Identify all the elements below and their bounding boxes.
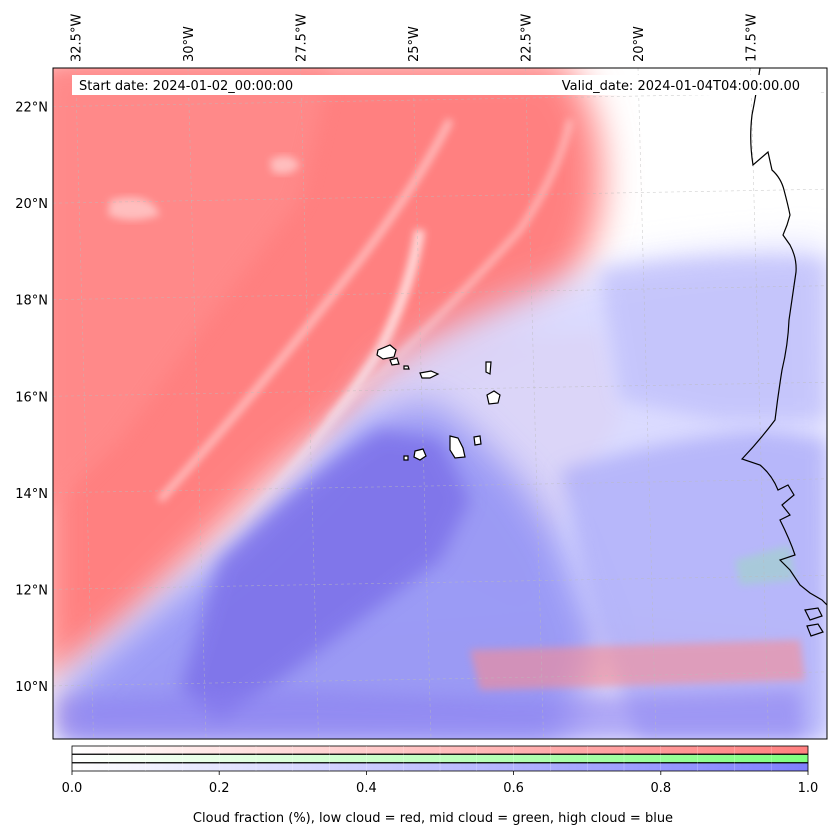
island-boa-vista xyxy=(486,390,501,405)
island-fogo xyxy=(413,448,427,461)
header-band: Start date: 2024-01-02_00:00:00 Valid_da… xyxy=(72,75,818,95)
colorbar-tick-label: 1.0 xyxy=(798,781,819,796)
island-sao-nicolau xyxy=(419,370,440,379)
lat-tick-label: 12°N xyxy=(15,583,48,598)
map-frame xyxy=(52,67,828,740)
lat-tick-label: 14°N xyxy=(15,487,48,502)
colorbar-tick-label: 0.4 xyxy=(356,781,377,796)
lon-tick-label: 22.5°W xyxy=(520,14,535,62)
longitude-tick-labels: 32.5°W 30°W 27.5°W 25°W 22.5°W 20°W 17.5°W xyxy=(70,14,760,62)
lon-tick-label: 30°W xyxy=(182,26,197,62)
colorbar-tick-label: 0.2 xyxy=(209,781,230,796)
valid-date-label: Valid_date: 2024-01-04T04:00:00.00 xyxy=(562,79,800,94)
island-sao-vicente xyxy=(389,357,400,366)
lon-tick-label: 20°W xyxy=(632,26,647,62)
meridian-line xyxy=(75,68,94,739)
mid-cloud-layer xyxy=(735,545,795,585)
lat-tick-label: 20°N xyxy=(15,197,48,212)
island-santa-luzia xyxy=(403,365,410,370)
meridian-line xyxy=(525,68,544,739)
lon-tick-label: 25°W xyxy=(407,26,422,62)
meridian-line xyxy=(637,68,657,739)
meridian-line xyxy=(412,68,432,739)
lon-tick-label: 32.5°W xyxy=(70,14,85,62)
meridian-line xyxy=(750,68,769,739)
colorbar-tick-label: 0.6 xyxy=(503,781,524,796)
bissagos-islands xyxy=(804,607,824,637)
african-coastline xyxy=(740,68,827,606)
graticule xyxy=(53,68,827,739)
meridian-line xyxy=(300,68,319,739)
island-santiago xyxy=(449,435,466,459)
meridian-line xyxy=(187,68,207,739)
island-maio xyxy=(473,435,482,446)
latitude-tick-labels: 10°N 12°N 14°N 16°N 18°N 20°N 22°N xyxy=(15,101,48,695)
lat-tick-label: 22°N xyxy=(15,101,48,116)
island-sal xyxy=(485,361,492,375)
lat-tick-label: 18°N xyxy=(15,294,48,309)
lon-tick-label: 17.5°W xyxy=(745,14,760,62)
map-panel: Start date: 2024-01-02_00:00:00 Valid_da… xyxy=(53,68,827,739)
high-cloud-layer xyxy=(60,245,827,739)
lat-tick-label: 16°N xyxy=(15,390,48,405)
start-date-label: Start date: 2024-01-02_00:00:00 xyxy=(79,79,293,94)
colorbar-label: Cloud fraction (%), low cloud = red, mid… xyxy=(193,811,673,826)
colorbar: 0.0 0.2 0.4 0.6 0.8 1.0 Cloud fraction (%), l… xyxy=(62,745,819,826)
island-santo-antao xyxy=(376,344,397,360)
cape-verde-islands xyxy=(376,344,501,461)
colorbar-tick-label: 0.0 xyxy=(62,781,83,796)
colorbar-tick-label: 0.8 xyxy=(650,781,671,796)
colorbar-ticks: 0.0 0.2 0.4 0.6 0.8 1.0 xyxy=(62,746,819,796)
island-brava xyxy=(403,455,409,461)
lon-tick-label: 27.5°W xyxy=(295,14,310,62)
coastlines xyxy=(740,68,827,637)
lat-tick-label: 10°N xyxy=(15,680,48,695)
